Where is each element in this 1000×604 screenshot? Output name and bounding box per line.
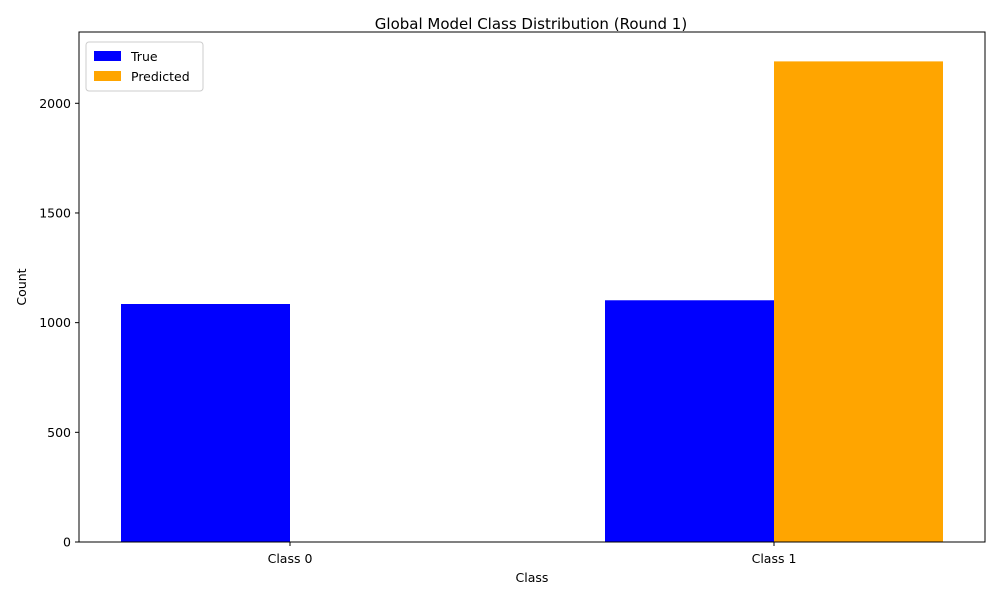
legend-label-predicted: Predicted	[131, 69, 190, 84]
x-axis-label: Class	[516, 570, 549, 585]
x-axis-ticks: Class 0 Class 1	[268, 542, 797, 566]
chart-title: Global Model Class Distribution (Round 1…	[375, 15, 687, 33]
legend-swatch-predicted	[94, 71, 121, 81]
bars-group	[121, 61, 943, 542]
y-tick-label: 500	[47, 425, 71, 440]
bar-true-class-0	[121, 304, 290, 542]
y-axis-label: Count	[14, 268, 29, 305]
legend-swatch-true	[94, 51, 121, 61]
y-tick-label: 0	[63, 535, 71, 550]
x-tick-label: Class 1	[752, 551, 797, 566]
legend: True Predicted	[85, 41, 204, 92]
plot-frame	[78, 31, 986, 543]
y-axis-ticks: 0 500 1000 1500 2000	[39, 96, 79, 550]
bar-true-class-1	[605, 300, 774, 542]
y-tick-label: 1000	[39, 315, 71, 330]
legend-label-true: True	[130, 49, 158, 64]
x-tick-label: Class 0	[268, 551, 313, 566]
y-tick-label: 2000	[39, 96, 71, 111]
bar-predicted-class-1	[774, 61, 943, 542]
y-tick-label: 1500	[39, 205, 71, 220]
